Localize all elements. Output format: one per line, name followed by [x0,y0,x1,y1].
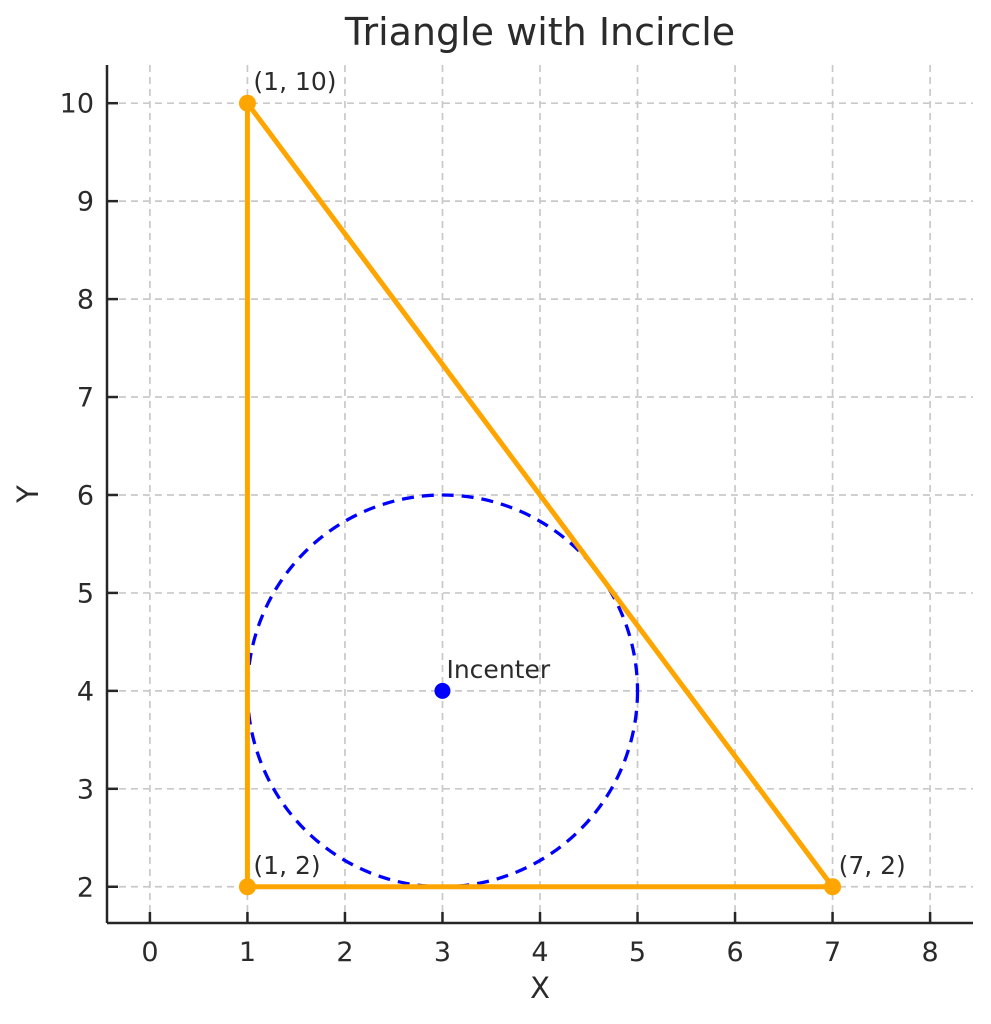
chart-title: Triangle with Incircle [344,10,735,54]
triangle-outline [244,95,838,890]
x-tick-label: 2 [336,937,353,968]
x-tick-label: 4 [531,937,548,968]
x-axis-label: X [530,971,550,1005]
y-tick-label: 3 [77,774,94,805]
incenter-label: Incenter [446,655,550,684]
y-tick-label: 6 [77,480,94,511]
y-tick-label: 7 [77,383,94,414]
x-tick-label: 8 [921,937,938,968]
y-tick-label: 10 [60,89,94,120]
y-axis-label: Y [11,485,45,504]
x-tick-label: 6 [726,937,743,968]
y-tick-label: 9 [77,187,94,218]
x-tick-label: 1 [239,937,256,968]
vertex-point [238,94,256,112]
annotation-layer: (1, 10) (1, 2) (7, 2) Incenter [253,67,905,880]
vertex-label: (7, 2) [839,851,906,880]
x-tick-label: 3 [434,937,451,968]
y-tick-label: 8 [77,285,94,316]
y-tick-label: 5 [77,578,94,609]
x-tick-label: 5 [629,937,646,968]
axes-layer: 0 1 2 3 4 5 6 7 8 2 3 4 5 6 7 8 9 10 [60,65,973,968]
vertex-point [824,878,842,896]
x-tick-label: 7 [824,937,841,968]
y-tick-label: 2 [77,872,94,903]
vertex-label: (1, 2) [253,851,320,880]
x-tick-label: 0 [141,937,158,968]
incenter-point [434,682,451,699]
vertex-label: (1, 10) [253,67,336,96]
data-layer [238,94,842,896]
vertex-point [238,878,256,896]
y-tick-label: 4 [77,676,94,707]
